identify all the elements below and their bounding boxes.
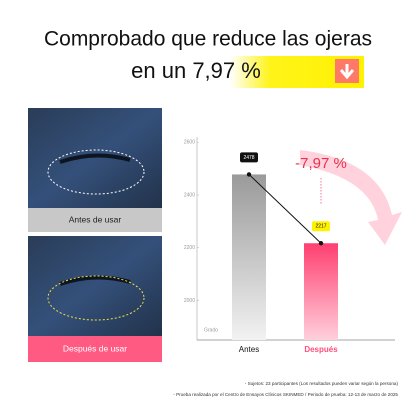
- bar: [232, 174, 266, 340]
- title: Comprobado que reduce las ojeras: [44, 28, 372, 51]
- value-box: [312, 221, 330, 232]
- value-label: 2478: [243, 155, 254, 161]
- connector: [248, 174, 322, 244]
- value-label: 2217: [315, 224, 326, 230]
- point: [246, 172, 252, 177]
- footnote: - Prueba realizada por el Centro de Ensa…: [173, 392, 398, 397]
- y-axis-label: Grado: [204, 327, 218, 333]
- before-label-bar: [28, 208, 162, 232]
- y-tick-label: 2600: [184, 140, 195, 146]
- after-label-bar: [28, 336, 162, 362]
- after-label: Después de usar: [63, 343, 127, 353]
- chart: 2000 2200 2400 2600 Grado Antes Después 2478 221…: [184, 137, 395, 354]
- y-tick-label: 2000: [184, 298, 195, 304]
- y-tick-label: 2400: [184, 192, 195, 198]
- before-label: Antes de usar: [69, 214, 122, 224]
- subtitle: en un 7,97 %: [131, 58, 261, 83]
- footnote: - Sujetos: 23 participantes (Los resulta…: [245, 381, 399, 386]
- x-tick-label: Después: [304, 345, 338, 354]
- value-box: [240, 152, 258, 163]
- bar: [304, 243, 338, 340]
- dashed-ellipse: [47, 275, 145, 321]
- dashed-ellipse: [47, 149, 145, 195]
- decor-arrow: [300, 150, 402, 245]
- y-tick-label: 2200: [184, 245, 195, 251]
- photo-before: [28, 108, 162, 208]
- x-tick-label: Antes: [239, 345, 259, 354]
- photo-after: [28, 236, 162, 336]
- eye: [59, 153, 131, 164]
- point: [318, 241, 324, 246]
- annotation: -7,97 %: [295, 155, 347, 172]
- down-arrow: [339, 64, 355, 80]
